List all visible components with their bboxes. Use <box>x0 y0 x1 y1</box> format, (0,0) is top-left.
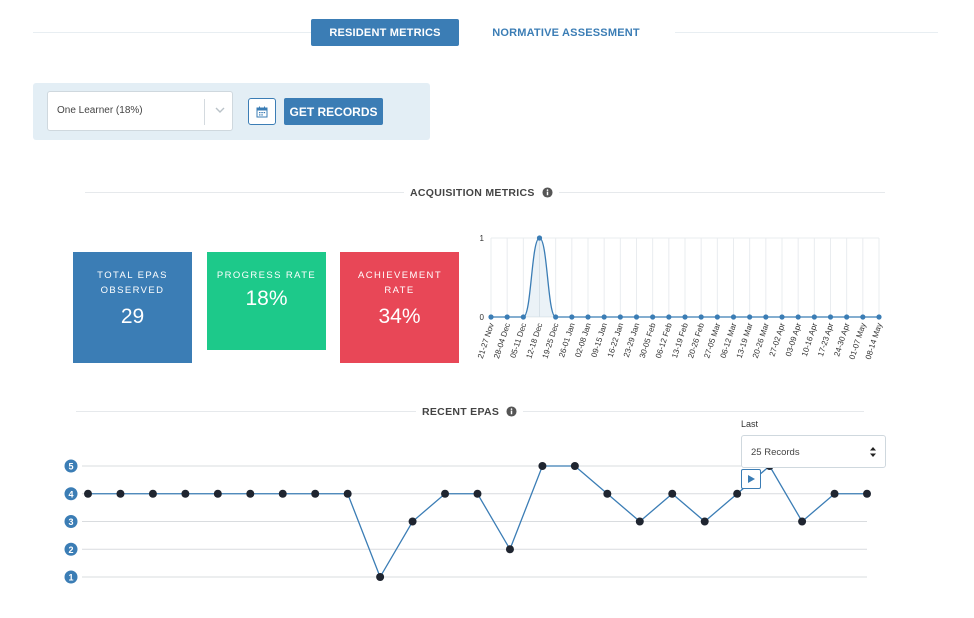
total-epas-card: TOTAL EPAS OBSERVED 29 <box>73 252 192 363</box>
data-point <box>504 314 510 320</box>
total-epas-label: TOTAL EPAS OBSERVED <box>97 270 168 296</box>
data-point <box>520 314 526 320</box>
select-separator <box>204 99 205 125</box>
data-point <box>505 545 514 554</box>
y-tick-badge <box>64 570 78 584</box>
play-icon <box>748 475 755 483</box>
y-tick-badge <box>64 487 78 501</box>
progress-rate-value: 18% <box>245 287 288 310</box>
data-point <box>488 314 494 320</box>
data-point <box>116 489 125 498</box>
data-point <box>779 314 785 320</box>
data-point <box>763 314 769 320</box>
data-point <box>343 489 352 498</box>
data-point <box>830 489 839 498</box>
recent-title: RECENT EPAS <box>422 405 500 418</box>
data-point <box>148 489 157 498</box>
data-point <box>585 314 591 320</box>
data-point <box>666 314 672 320</box>
data-point <box>700 517 709 526</box>
data-point <box>860 314 866 320</box>
data-point <box>278 489 287 498</box>
data-point <box>733 489 742 498</box>
data-point <box>617 314 623 320</box>
recent-header: RECENT EPAS <box>416 405 524 418</box>
data-point <box>213 489 222 498</box>
get-records-button[interactable]: GET RECORDS <box>284 98 383 125</box>
data-point <box>844 314 850 320</box>
recent-epas-chart: 1 2 3 4 5 <box>64 459 871 584</box>
play-button[interactable] <box>741 469 761 489</box>
y-tick-label: 3 <box>68 517 73 527</box>
chevron-down-icon <box>215 107 225 113</box>
data-point <box>635 517 644 526</box>
progress-rate-label: PROGRESS RATE <box>216 270 317 281</box>
series-area <box>491 238 879 317</box>
data-point <box>538 462 547 470</box>
data-point <box>714 314 720 320</box>
data-point <box>311 489 320 498</box>
tabs-divider-right <box>675 32 938 33</box>
data-point <box>473 489 482 498</box>
data-point <box>730 314 737 320</box>
y-tick-badge <box>64 542 78 556</box>
acquisition-title: ACQUISITION METRICS <box>410 186 535 199</box>
data-point <box>536 235 543 241</box>
data-point <box>863 489 871 498</box>
info-icon[interactable] <box>542 187 553 198</box>
learner-select[interactable]: One Learner (18%) <box>47 91 233 131</box>
data-point <box>603 489 612 498</box>
y-tick-label: 1 <box>480 234 485 243</box>
progress-rate-card: PROGRESS RATE 18% <box>207 252 326 350</box>
filter-panel: One Learner (18%) GET RECORDS <box>33 83 430 140</box>
last-label: Last <box>741 419 759 429</box>
data-point <box>876 314 882 320</box>
calendar-button[interactable] <box>248 98 276 125</box>
tab-normative-assessment[interactable]: NORMATIVE ASSESSMENT <box>492 26 640 39</box>
y-tick-badge <box>64 459 78 473</box>
data-point <box>633 314 640 320</box>
achievement-rate-label: ACHIEVEMENT RATE <box>358 270 443 296</box>
achievement-rate-card: ACHIEVEMENT RATE 34% <box>340 252 459 363</box>
info-icon[interactable] <box>506 406 517 417</box>
data-point <box>553 314 559 320</box>
tabs-divider-left <box>33 32 311 33</box>
y-tick-label: 5 <box>68 462 73 472</box>
total-epas-value: 29 <box>120 305 145 328</box>
data-point <box>650 314 656 320</box>
y-tick-badge <box>64 515 78 528</box>
y-tick-label: 4 <box>68 489 73 499</box>
data-point <box>795 314 801 320</box>
y-tick-label: 2 <box>68 545 73 555</box>
data-point <box>408 517 417 526</box>
data-point <box>798 517 807 526</box>
records-count-select[interactable]: 25 Records <box>741 435 886 468</box>
data-point <box>84 489 92 498</box>
data-point <box>376 573 385 581</box>
learner-select-value: One Learner (18%) <box>57 105 143 116</box>
y-tick-label: 1 <box>68 573 73 583</box>
data-point <box>441 489 450 498</box>
data-point <box>181 489 190 498</box>
records-count-value: 25 Records <box>751 447 800 458</box>
data-point <box>811 314 817 320</box>
data-point <box>601 314 607 320</box>
acquisition-header: ACQUISITION METRICS <box>404 186 559 199</box>
data-point <box>668 489 677 498</box>
tab-resident-metrics[interactable]: RESIDENT METRICS <box>311 19 459 46</box>
data-point <box>827 314 834 320</box>
data-point <box>569 314 575 320</box>
sort-arrows-icon <box>870 447 876 457</box>
data-point <box>698 314 704 320</box>
calendar-icon <box>256 106 268 117</box>
achievement-rate-value: 34% <box>378 305 421 328</box>
data-point <box>682 314 688 320</box>
data-point <box>747 314 753 320</box>
y-tick-label: 0 <box>480 313 485 322</box>
data-point <box>570 462 579 470</box>
data-point <box>246 489 255 498</box>
